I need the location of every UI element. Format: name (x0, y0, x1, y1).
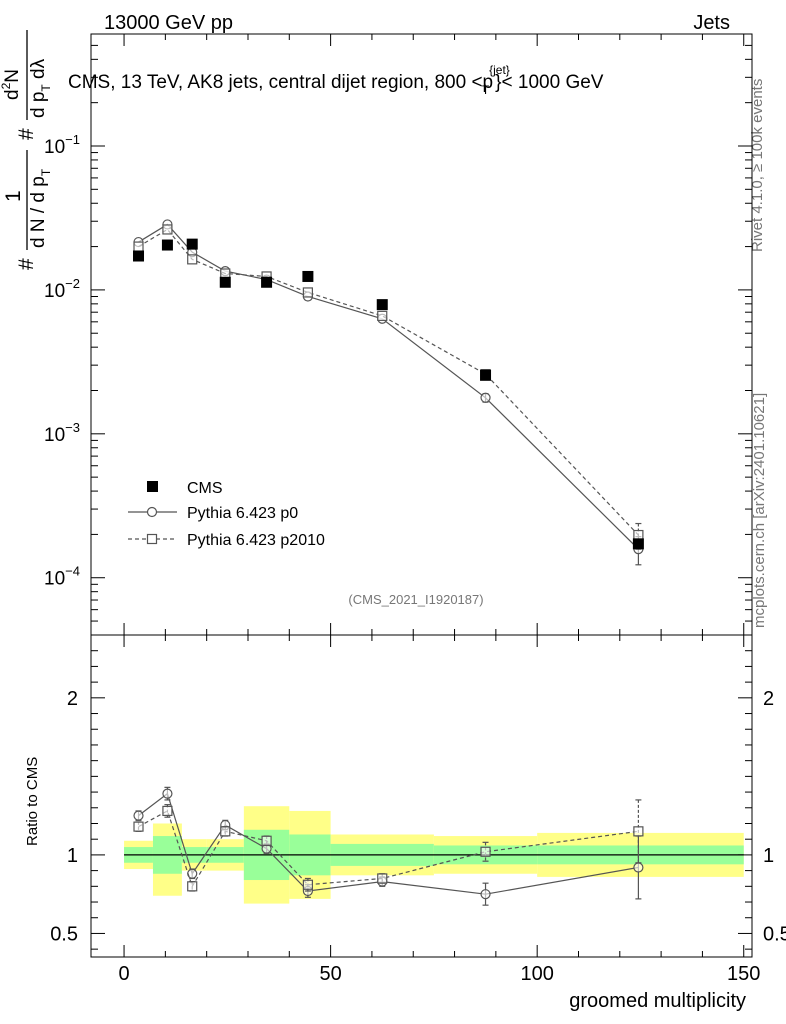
ratio-plot-frame (90, 634, 753, 958)
header-left: 13000 GeV pp (104, 12, 233, 34)
ratio-p0-point (633, 862, 644, 873)
plot-title: CMS, 13 TeV, AK8 jets, central dijet reg… (68, 63, 604, 97)
main-p2010-point (377, 310, 388, 321)
main-p2010-point (220, 268, 231, 279)
ratio-y-tick-label: 2 (67, 688, 78, 710)
ratio-ylabel: Ratio to CMS (24, 757, 41, 846)
main-p2010-point (133, 241, 144, 252)
ratio-p0-point (162, 788, 173, 799)
main-cms-point (186, 238, 198, 250)
ratio-p0-point (133, 810, 144, 821)
mcplots-label: mcplots.cern.ch [arXiv:2401.10621] (751, 393, 768, 628)
y-tick-label: 10−4 (44, 564, 80, 590)
ratio-p2010-point (633, 826, 644, 837)
svg-text:d2N: d2N (0, 69, 23, 100)
legend-p0-marker (146, 506, 158, 518)
main-ylabel: # 1 d N / d pT # d2N d pT dλ (0, 30, 53, 270)
main-cms-point (161, 239, 173, 251)
ratio-series-group (133, 786, 644, 906)
ratio-y-tick-label: 0.5 (50, 923, 78, 945)
x-axis-label: groomed multiplicity (569, 990, 746, 1012)
x-tick-label: 50 (319, 963, 341, 985)
x-tick-label: 0 (118, 963, 129, 985)
main-cms-point (302, 270, 314, 282)
y-tick-label: 10−1 (44, 132, 80, 158)
ratio-y-tick-label-right: 1 (763, 845, 774, 867)
ratio-p2010-point (261, 835, 272, 846)
main-p2010-point (162, 224, 173, 235)
x-tick-label: 100 (520, 963, 553, 985)
ratio-p2010-point (187, 881, 198, 892)
ratio-p0-point (187, 868, 198, 879)
main-cms-point (261, 276, 273, 288)
main-cms-point (632, 538, 644, 550)
legend-p2010-marker (146, 533, 158, 545)
main-cms-point (219, 276, 231, 288)
svg-text:1: 1 (2, 190, 25, 202)
ratio-y-tick-label: 1 (67, 845, 78, 867)
rivet-version-label: Rivet 4.1.0, ≥ 100k events (749, 79, 766, 252)
ratio-p2010-point (377, 873, 388, 884)
legend-p0-label: Pythia 6.423 p0 (187, 505, 298, 522)
ratio-p2010-point (480, 846, 491, 857)
legend-cms-label: CMS (187, 480, 223, 497)
main-p2010-point (302, 287, 313, 298)
ratio-y-tick-label-right: 0.5 (763, 923, 786, 945)
svg-text:d pT dλ: d pT dλ (28, 58, 53, 118)
y-tick-label: 10−3 (44, 420, 80, 446)
ratio-p0-point (480, 889, 491, 900)
main-cms-point (133, 250, 145, 262)
legend-cms-marker (147, 481, 158, 492)
header-right: Jets (693, 12, 730, 34)
ratio-p2010-point (302, 879, 313, 890)
ratio-p2010-point (133, 821, 144, 832)
ratio-p2010-point (162, 805, 173, 817)
main-cms-point (480, 369, 492, 381)
analysis-id: (CMS_2021_I1920187) (348, 592, 483, 607)
main-p0-point (480, 392, 491, 403)
svg-text:#: # (15, 258, 38, 270)
ratio-y-tick-label-right: 2 (763, 688, 774, 710)
main-p2010-point (187, 254, 198, 265)
main-cms-point (376, 299, 388, 311)
y-tick-label: 10−2 (44, 276, 80, 302)
ratio-p2010-point (220, 826, 231, 837)
x-tick-label: 150 (727, 963, 760, 985)
main-p0-line (138, 223, 639, 550)
main-p2010-point (633, 529, 644, 541)
legend: CMS Pythia 6.423 p0 Pythia 6.423 p2010 (128, 480, 325, 549)
main-series-group (133, 219, 644, 566)
svg-text:#: # (15, 128, 38, 140)
legend-p2010-label: Pythia 6.423 p2010 (187, 532, 325, 549)
svg-text:d N / d pT: d N / d pT (28, 168, 53, 248)
